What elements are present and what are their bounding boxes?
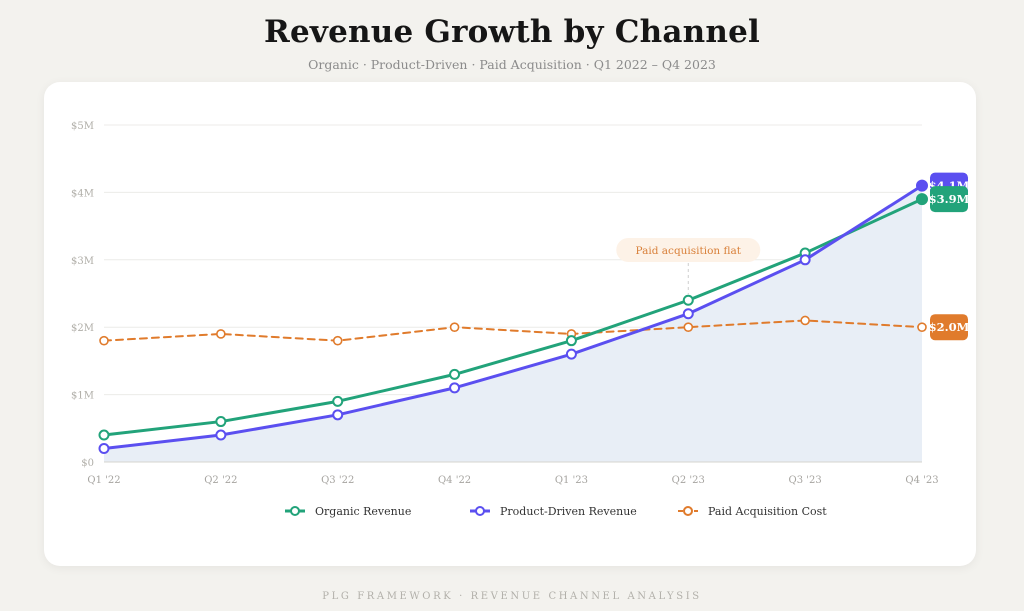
x-tick-label: Q3 '22 [321,475,354,486]
data-point [332,409,344,421]
data-point [683,322,694,332]
annotation-pill [616,238,761,262]
series-line-0 [102,197,924,437]
data-point [332,335,343,346]
data-point [565,335,577,347]
series-line-1 [102,184,924,451]
data-point [682,308,694,320]
data-point [682,294,694,306]
data-point [449,322,460,332]
end-label-badge [930,186,968,213]
y-tick-label: $2M [71,323,94,334]
data-point [917,322,927,332]
data-point [215,429,227,441]
x-tick-label: Q3 '23 [789,475,822,486]
legend-swatch-marker [290,506,300,516]
y-tick-label: $3M [71,256,94,267]
end-label-text: $3.9M [929,192,970,206]
legend-swatch-marker [683,506,693,516]
chart-card: $0 $1M $2M $3M $4M $5M Q1 '22 Q2 '22 Q3 '22 Q4 '2… [44,82,976,566]
x-tick-label: Q2 '22 [204,475,237,486]
data-point [98,429,110,441]
page-subtitle: Organic · Product-Driven · Paid Acquisit… [308,57,716,72]
x-tick-label: Q1 '22 [87,475,120,486]
series-line-2 [103,319,923,342]
end-label-badge [930,314,968,341]
data-point [799,254,811,266]
y-tick-label: $5M [71,121,94,132]
data-point [565,348,577,360]
data-point [216,329,226,339]
y-tick-label: $0 [81,458,94,469]
x-tick-label: Q4 '22 [438,475,471,486]
data-point [800,315,810,326]
end-label-text: $2.0M [929,320,970,334]
annotation-text: Paid acquisition flat [636,245,742,257]
y-tick-label: $1M [71,391,94,402]
x-tick-label: Q1 '23 [555,475,588,486]
page-title: Revenue Growth by Channel [264,14,760,50]
legend-label: Paid Acquisition Cost [708,505,827,518]
data-point [98,443,110,455]
data-point [215,416,227,428]
y-tick-label: $4M [71,188,94,199]
legend-label: Organic Revenue [315,505,411,518]
legend-label: Product-Driven Revenue [500,505,637,518]
data-point [332,395,344,407]
x-tick-label: Q4 '23 [905,475,938,486]
line-chart: $0 $1M $2M $3M $4M $5M Q1 '22 Q2 '22 Q3 '22 Q4 '2… [71,121,970,518]
data-point [449,368,461,380]
data-point [916,179,928,192]
data-point [916,193,928,206]
x-tick-label: Q2 '23 [672,475,705,486]
footer-text: PLG FRAMEWORK · REVENUE CHANNEL ANALYSIS [322,591,702,602]
data-point [449,382,461,394]
legend-swatch-marker [475,506,485,516]
data-point [99,335,109,346]
area-fill [104,185,922,462]
